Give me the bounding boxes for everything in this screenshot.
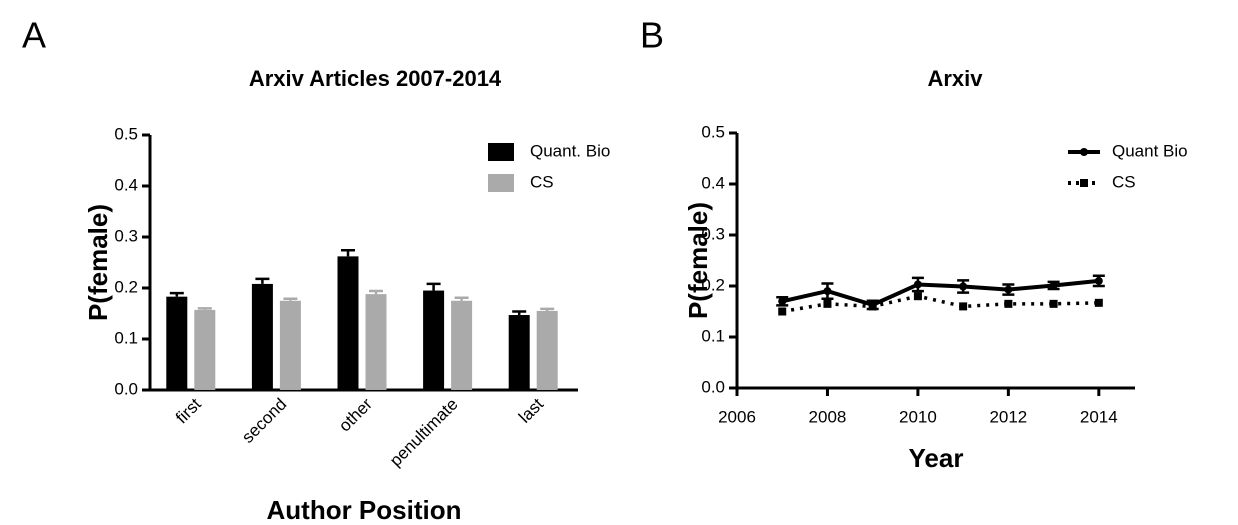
legend-marker — [1080, 148, 1088, 156]
point — [1004, 285, 1013, 294]
legend-swatch — [488, 174, 514, 192]
y-tick-label: 0.2 — [114, 277, 138, 296]
point — [778, 307, 787, 316]
x-tick-label: 2006 — [718, 407, 756, 426]
bar — [423, 290, 445, 390]
bar — [279, 300, 301, 390]
y-tick-label: 0.4 — [114, 175, 138, 194]
x-tick-label: 2012 — [989, 407, 1027, 426]
x-tick-label: 2014 — [1080, 407, 1118, 426]
legend-swatch — [488, 143, 514, 161]
point — [1049, 299, 1058, 308]
bar — [536, 310, 558, 390]
point — [778, 297, 787, 306]
error-bar — [512, 310, 527, 316]
point — [959, 302, 968, 311]
legend-marker — [1080, 179, 1088, 187]
error-bar — [540, 307, 555, 311]
bar — [451, 300, 473, 390]
x-tick-label: 2008 — [809, 407, 847, 426]
point — [1049, 281, 1058, 290]
error-bar — [197, 307, 212, 310]
y-axis-title: P(female) — [83, 204, 113, 321]
y-tick-label: 0.0 — [114, 379, 138, 398]
legend-label: Quant. Bio — [530, 141, 610, 160]
bar — [251, 283, 273, 390]
point — [913, 280, 922, 289]
bar — [194, 309, 216, 390]
y-tick-label: 0.3 — [114, 226, 138, 245]
error-bar — [169, 291, 184, 297]
x-axis-title: Author Position — [267, 495, 462, 525]
point — [823, 299, 832, 308]
error-bar — [255, 277, 270, 284]
x-tick-label: first — [172, 394, 205, 427]
y-axis-title: P(female) — [683, 202, 713, 319]
error-bar — [341, 249, 355, 257]
y-tick-label: 0.4 — [701, 173, 725, 192]
point — [913, 292, 922, 301]
x-tick-label: second — [238, 395, 290, 447]
legend-label: CS — [1112, 172, 1136, 191]
y-tick-label: 0.2 — [701, 275, 725, 294]
legend-label: CS — [530, 172, 554, 191]
point — [823, 287, 832, 296]
y-tick-label: 0.1 — [114, 328, 138, 347]
y-tick-label: 0.5 — [114, 124, 138, 143]
point — [1094, 298, 1103, 307]
line — [781, 278, 1100, 308]
error-bar — [454, 296, 469, 301]
x-tick-label: penultimate — [386, 395, 462, 471]
bar — [365, 294, 387, 390]
error-bar — [283, 297, 298, 301]
chart-title: Arxiv Articles 2007-2014 — [249, 66, 502, 91]
point — [1004, 299, 1013, 308]
panel-label: B — [640, 15, 664, 56]
error-bar — [426, 282, 441, 291]
x-tick-label: other — [335, 394, 376, 435]
y-tick-label: 0.3 — [701, 224, 725, 243]
point — [959, 282, 968, 291]
y-tick-label: 0.1 — [701, 326, 725, 345]
bar — [166, 296, 188, 390]
x-axis-title: Year — [909, 443, 964, 473]
y-tick-label: 0.0 — [701, 377, 725, 396]
bar — [508, 315, 530, 390]
legend-label: Quant Bio — [1112, 141, 1188, 160]
bar — [337, 256, 359, 390]
x-tick-label: 2010 — [899, 407, 937, 426]
panel-label: A — [22, 15, 46, 56]
error-bar — [369, 289, 383, 295]
point — [868, 302, 877, 311]
chart-title: Arxiv — [927, 66, 983, 91]
point — [1094, 276, 1103, 285]
x-tick-label: last — [515, 394, 547, 426]
y-tick-label: 0.5 — [701, 122, 725, 141]
